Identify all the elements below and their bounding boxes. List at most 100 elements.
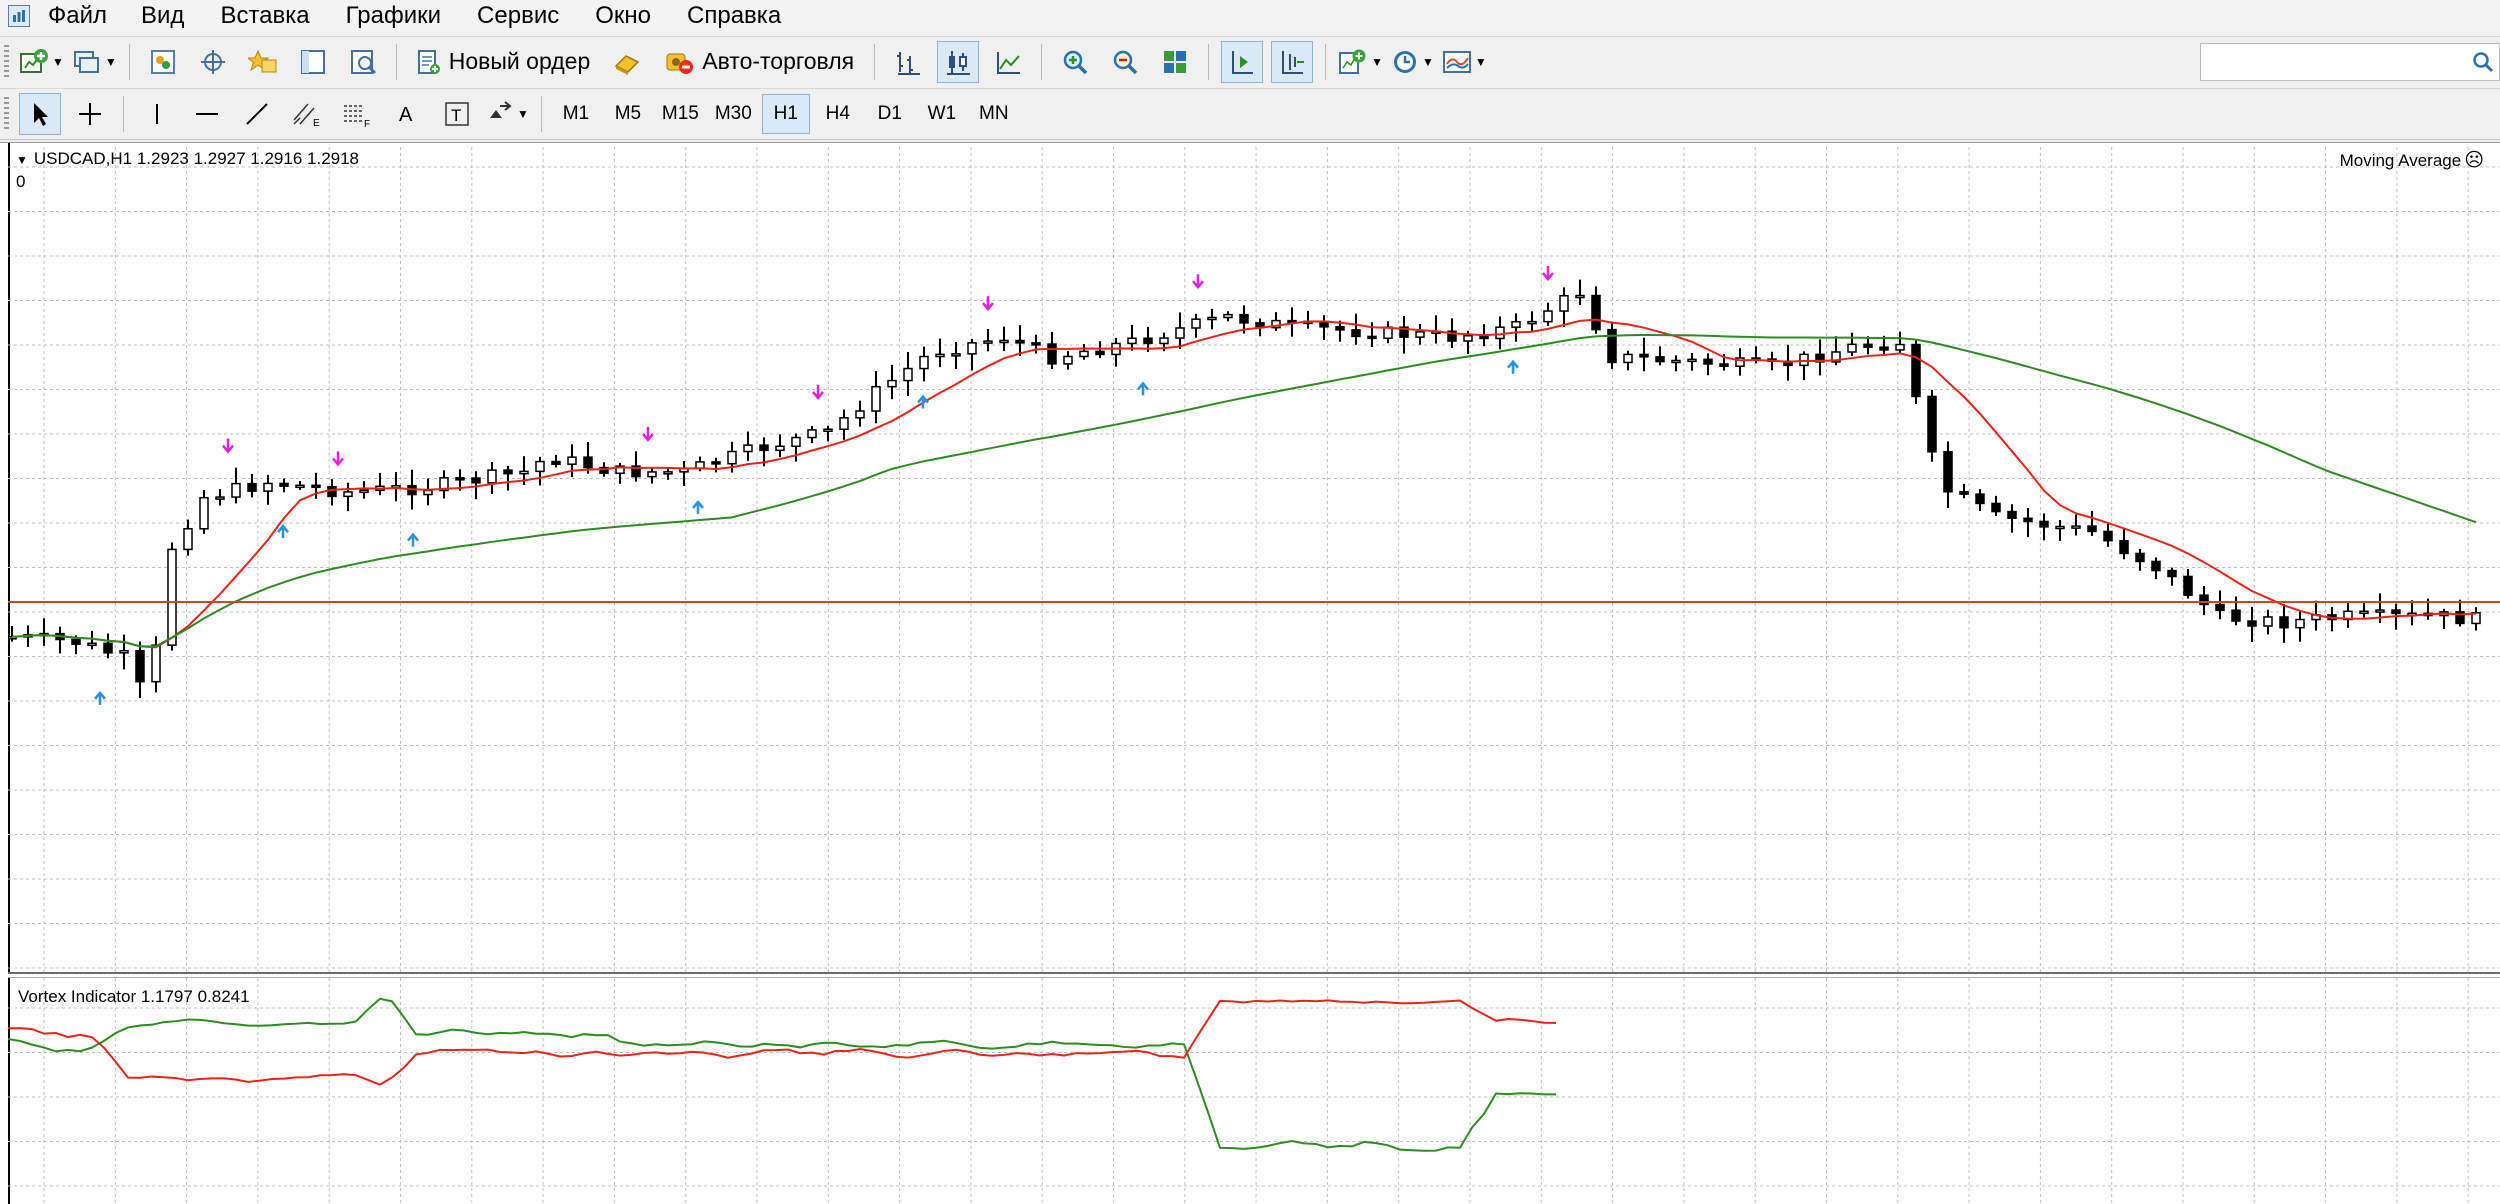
candle-body bbox=[855, 410, 865, 419]
candle-body bbox=[1799, 353, 1809, 367]
candle-body bbox=[2119, 539, 2129, 555]
candle-body bbox=[1415, 331, 1425, 338]
candle-body bbox=[103, 642, 113, 654]
candle-body bbox=[2039, 520, 2049, 528]
navigator-button[interactable] bbox=[242, 41, 284, 83]
candle-body bbox=[1031, 342, 1041, 346]
terminal-button[interactable] bbox=[292, 41, 334, 83]
timeframe-w1[interactable]: W1 bbox=[927, 103, 957, 124]
candle-body bbox=[1207, 316, 1217, 321]
text-label-button[interactable]: T bbox=[436, 93, 478, 135]
chart-autoscroll-button[interactable] bbox=[1221, 40, 1264, 83]
tile-windows-button[interactable] bbox=[1154, 41, 1196, 83]
timeframe-mn[interactable]: MN bbox=[979, 103, 1009, 124]
candle-body bbox=[2279, 616, 2289, 629]
candle-body bbox=[1367, 335, 1377, 340]
menu-insert[interactable]: Вставка bbox=[220, 2, 310, 29]
new-chart-button[interactable]: ▼ bbox=[19, 41, 64, 83]
svg-text:E: E bbox=[313, 118, 320, 128]
trendline-button[interactable] bbox=[236, 93, 278, 135]
app-icon[interactable] bbox=[8, 5, 30, 27]
menu-help[interactable]: Справка bbox=[687, 2, 782, 29]
candle-body bbox=[423, 489, 433, 496]
candle-body bbox=[119, 649, 129, 654]
menu-tools[interactable]: Сервис bbox=[477, 2, 560, 29]
timeframe-h4[interactable]: H4 bbox=[825, 103, 850, 124]
toolbar-separator bbox=[395, 43, 397, 80]
moving-average-slow-line bbox=[11, 333, 2477, 648]
market-watch-button[interactable] bbox=[142, 41, 184, 83]
candle-body bbox=[1591, 294, 1601, 331]
sell-arrow-icon bbox=[332, 451, 344, 467]
price-chart-panel[interactable] bbox=[8, 147, 2500, 972]
autotrading-button[interactable]: Авто-торговля bbox=[656, 41, 862, 83]
metaeditor-button[interactable] bbox=[606, 41, 648, 83]
bar-chart-button[interactable] bbox=[887, 41, 929, 83]
horizontal-line-button[interactable] bbox=[186, 93, 228, 135]
timeframe-h1[interactable]: H1 bbox=[761, 94, 810, 134]
fibonacci-button[interactable]: F bbox=[336, 93, 378, 135]
menu-file[interactable]: Файл bbox=[48, 2, 108, 29]
candle-body bbox=[1623, 353, 1633, 364]
profiles-button[interactable]: ▼ bbox=[72, 41, 117, 83]
zoom-out-button[interactable] bbox=[1104, 41, 1146, 83]
toolbar-separator bbox=[128, 43, 130, 80]
cursor-tool-button[interactable] bbox=[19, 93, 61, 135]
candle-body bbox=[1335, 326, 1345, 331]
panel-divider[interactable] bbox=[8, 972, 2500, 978]
text-tool-button[interactable]: A bbox=[386, 93, 428, 135]
buy-arrow-icon bbox=[692, 499, 704, 514]
candle-body bbox=[1927, 395, 1937, 453]
chart-shift-button[interactable] bbox=[1271, 40, 1314, 83]
timeframe-m5[interactable]: M5 bbox=[614, 103, 642, 124]
candle-body bbox=[247, 482, 257, 492]
candle-body bbox=[2151, 560, 2161, 572]
candlestick-chart-button[interactable] bbox=[937, 40, 980, 83]
menu-view[interactable]: Вид bbox=[141, 2, 185, 29]
timeframe-m1[interactable]: M1 bbox=[562, 103, 590, 124]
toolbar-grip[interactable] bbox=[4, 44, 9, 79]
timeframe-d1[interactable]: D1 bbox=[877, 103, 902, 124]
chart-window: ▼ USDCAD,H1 1.2923 1.2927 1.2916 1.2918 0… bbox=[0, 142, 2500, 1204]
data-window-button[interactable] bbox=[192, 41, 234, 83]
candle-body bbox=[1687, 358, 1697, 363]
strategy-tester-button[interactable] bbox=[342, 41, 384, 83]
templates-button[interactable]: ▼ bbox=[1442, 41, 1487, 83]
buy-arrow-icon bbox=[277, 524, 289, 539]
candle-body bbox=[1527, 320, 1537, 325]
timeframe-m30[interactable]: M30 bbox=[714, 103, 752, 124]
toolbar-grip[interactable] bbox=[4, 97, 9, 131]
periods-button[interactable]: ▼ bbox=[1391, 41, 1434, 83]
zoom-in-button[interactable] bbox=[1054, 41, 1096, 83]
candle-body bbox=[2103, 530, 2113, 542]
vertical-line-button[interactable] bbox=[136, 93, 178, 135]
equidistant-channel-button[interactable]: E bbox=[286, 93, 328, 135]
candle-body bbox=[1095, 350, 1105, 356]
menu-charts[interactable]: Графики bbox=[345, 2, 442, 29]
candle-body bbox=[1399, 326, 1409, 338]
menu-window[interactable]: Окно bbox=[595, 2, 652, 29]
search-icon[interactable] bbox=[2471, 50, 2495, 74]
toolbar-separator bbox=[1208, 43, 1210, 80]
buy-arrow-icon bbox=[1507, 359, 1519, 374]
search-input[interactable] bbox=[2207, 44, 2461, 80]
candle-body bbox=[1863, 343, 1873, 348]
candle-body bbox=[8, 636, 17, 640]
symbol-quote-label: ▼ USDCAD,H1 1.2923 1.2927 1.2916 1.2918 bbox=[16, 149, 359, 169]
candle-body bbox=[519, 470, 529, 475]
new-order-button[interactable]: Новый ордер bbox=[409, 41, 598, 83]
line-chart-button[interactable] bbox=[987, 41, 1029, 83]
candle-body bbox=[871, 385, 881, 412]
collapse-triangle-icon[interactable]: ▼ bbox=[16, 153, 28, 167]
sell-arrow-icon bbox=[982, 296, 994, 312]
line-studies-toolbar: E F A T ▼ M1 M5 M15 M30 H1 H4 D1 W1 MN bbox=[0, 88, 2500, 140]
svg-text:T: T bbox=[451, 106, 461, 125]
candle-body bbox=[807, 429, 817, 439]
vortex-panel[interactable] bbox=[8, 978, 2500, 1204]
arrows-button[interactable]: ▼ bbox=[486, 93, 529, 135]
crosshair-tool-button[interactable] bbox=[69, 93, 111, 135]
indicators-list-button[interactable]: ▼ bbox=[1338, 41, 1383, 83]
timeframe-m15[interactable]: M15 bbox=[661, 103, 699, 124]
candle-body bbox=[663, 471, 673, 475]
candle-body bbox=[135, 649, 145, 683]
